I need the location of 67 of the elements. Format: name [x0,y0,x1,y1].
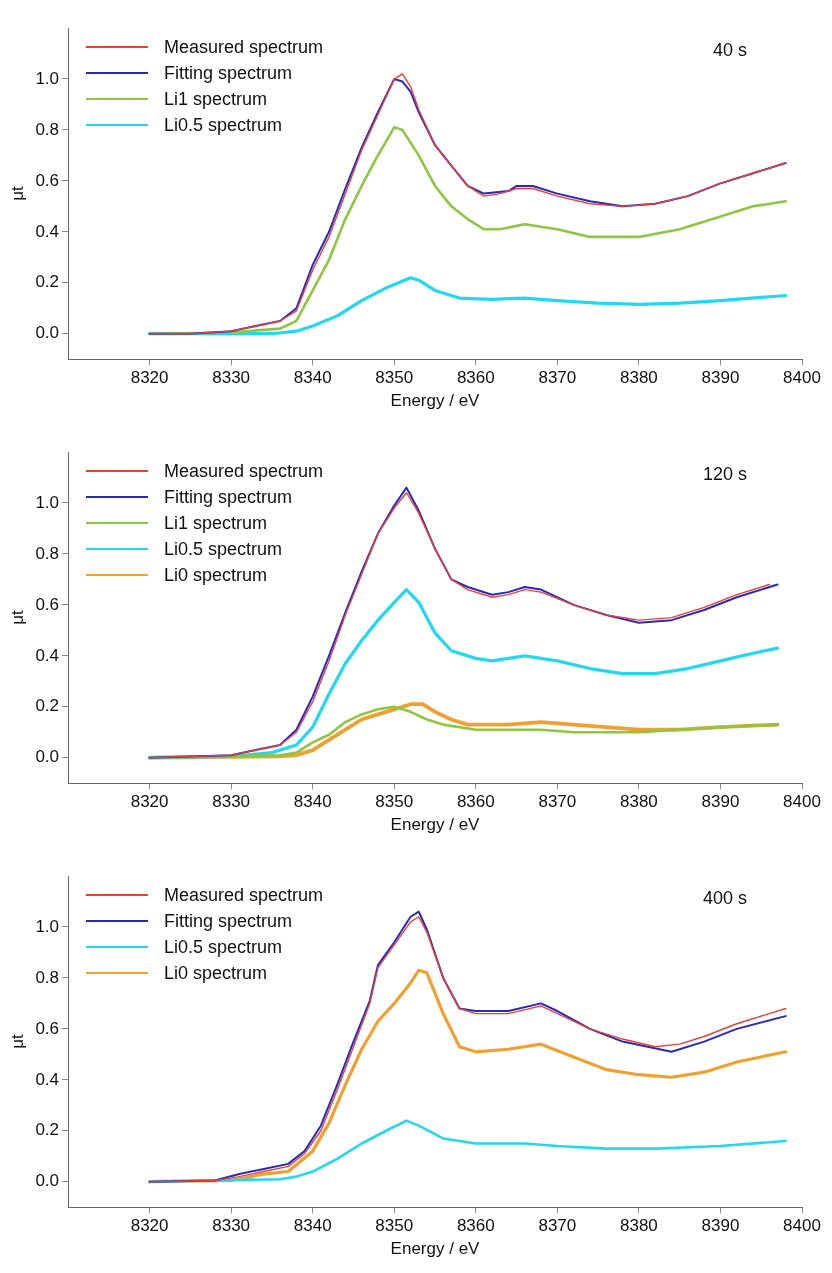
x-tick-label: 8400 [783,368,821,388]
annotation: 120 s [702,463,747,484]
x-tick-label: 8380 [619,368,658,388]
x-tick-label: 8330 [212,368,251,388]
legend-label: Li0 spectrum [164,962,268,984]
y-tick-label: 0.0 [35,747,60,767]
x-tick-label: 8330 [212,1216,251,1236]
x-axis-title: Energy / eV [390,815,481,835]
legend-label: Measured spectrum [164,884,324,906]
x-tick-label: 8360 [456,1216,495,1236]
x-tick-label: 8400 [783,1216,821,1236]
x-tick-label: 8400 [783,792,821,812]
y-tick-label: 0.2 [35,1120,60,1140]
y-axis-title: μt [7,610,27,625]
legend-label: Li1 spectrum [164,88,268,110]
x-tick-label: 8390 [701,792,740,812]
legend-label: Li1 spectrum [164,512,268,534]
x-tick-label: 8350 [375,1216,414,1236]
y-tick-label: 0.8 [35,119,60,139]
y-tick-label: 0.8 [35,543,60,563]
y-tick-label: 0.6 [35,594,60,614]
legend-label: Fitting spectrum [164,486,293,508]
y-tick-label: 1.0 [35,916,60,936]
y-tick-label: 0.2 [35,272,60,292]
y-tick-label: 1.0 [35,68,60,88]
y-tick-label: 0.0 [35,323,60,343]
y-tick-label: 0.6 [35,1018,60,1038]
legend-label: Li0 spectrum [164,564,268,586]
y-tick-label: 0.8 [35,967,60,987]
x-tick-label: 8340 [293,368,332,388]
annotation: 40 s [712,39,747,60]
x-tick-label: 8320 [130,792,169,812]
y-tick-label: 0.4 [35,1069,60,1089]
x-tick-label: 8320 [130,368,169,388]
x-tick-label: 8380 [619,1216,658,1236]
x-tick-label: 8340 [293,1216,332,1236]
x-tick-label: 8360 [456,792,495,812]
x-axis-title: Energy / eV [390,1239,481,1259]
y-tick-label: 0.2 [35,696,60,716]
x-tick-label: 8350 [375,368,414,388]
x-tick-label: 8370 [538,792,577,812]
x-tick-label: 8390 [701,368,740,388]
x-tick-label: 8370 [538,368,577,388]
legend-label: Li0.5 spectrum [164,538,283,560]
x-tick-label: 8330 [212,792,251,812]
legend-label: Fitting spectrum [164,62,293,84]
y-tick-label: 0.4 [35,221,60,241]
x-tick-label: 8370 [538,1216,577,1236]
x-tick-label: 8380 [619,792,658,812]
legend-label: Li0.5 spectrum [164,936,283,958]
y-axis-title: μt [7,186,27,201]
x-tick-label: 8320 [130,1216,169,1236]
legend-label: Fitting spectrum [164,910,293,932]
y-tick-label: 1.0 [35,492,60,512]
x-tick-label: 8360 [456,368,495,388]
y-axis-title: μt [7,1034,27,1049]
legend-label: Measured spectrum [164,460,324,482]
x-tick-label: 8350 [375,792,414,812]
y-tick-label: 0.4 [35,645,60,665]
legend-label: Li0.5 spectrum [164,114,283,136]
legend-label: Measured spectrum [164,36,324,58]
x-tick-label: 8390 [701,1216,740,1236]
y-tick-label: 0.6 [35,170,60,190]
annotation: 400 s [702,887,747,908]
x-axis-title: Energy / eV [390,391,481,411]
y-tick-label: 0.0 [35,1171,60,1191]
x-tick-label: 8340 [293,792,332,812]
